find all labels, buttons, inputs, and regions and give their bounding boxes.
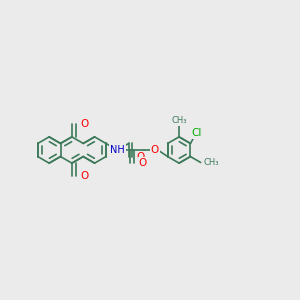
Text: O: O xyxy=(139,158,147,168)
Text: CH₃: CH₃ xyxy=(204,158,219,167)
Text: O: O xyxy=(151,145,159,155)
Text: NH: NH xyxy=(110,145,125,155)
Text: CH₃: CH₃ xyxy=(171,116,187,125)
Text: Cl: Cl xyxy=(191,128,202,138)
Text: O: O xyxy=(80,171,88,181)
Text: O: O xyxy=(137,152,145,162)
Text: O: O xyxy=(80,119,88,129)
